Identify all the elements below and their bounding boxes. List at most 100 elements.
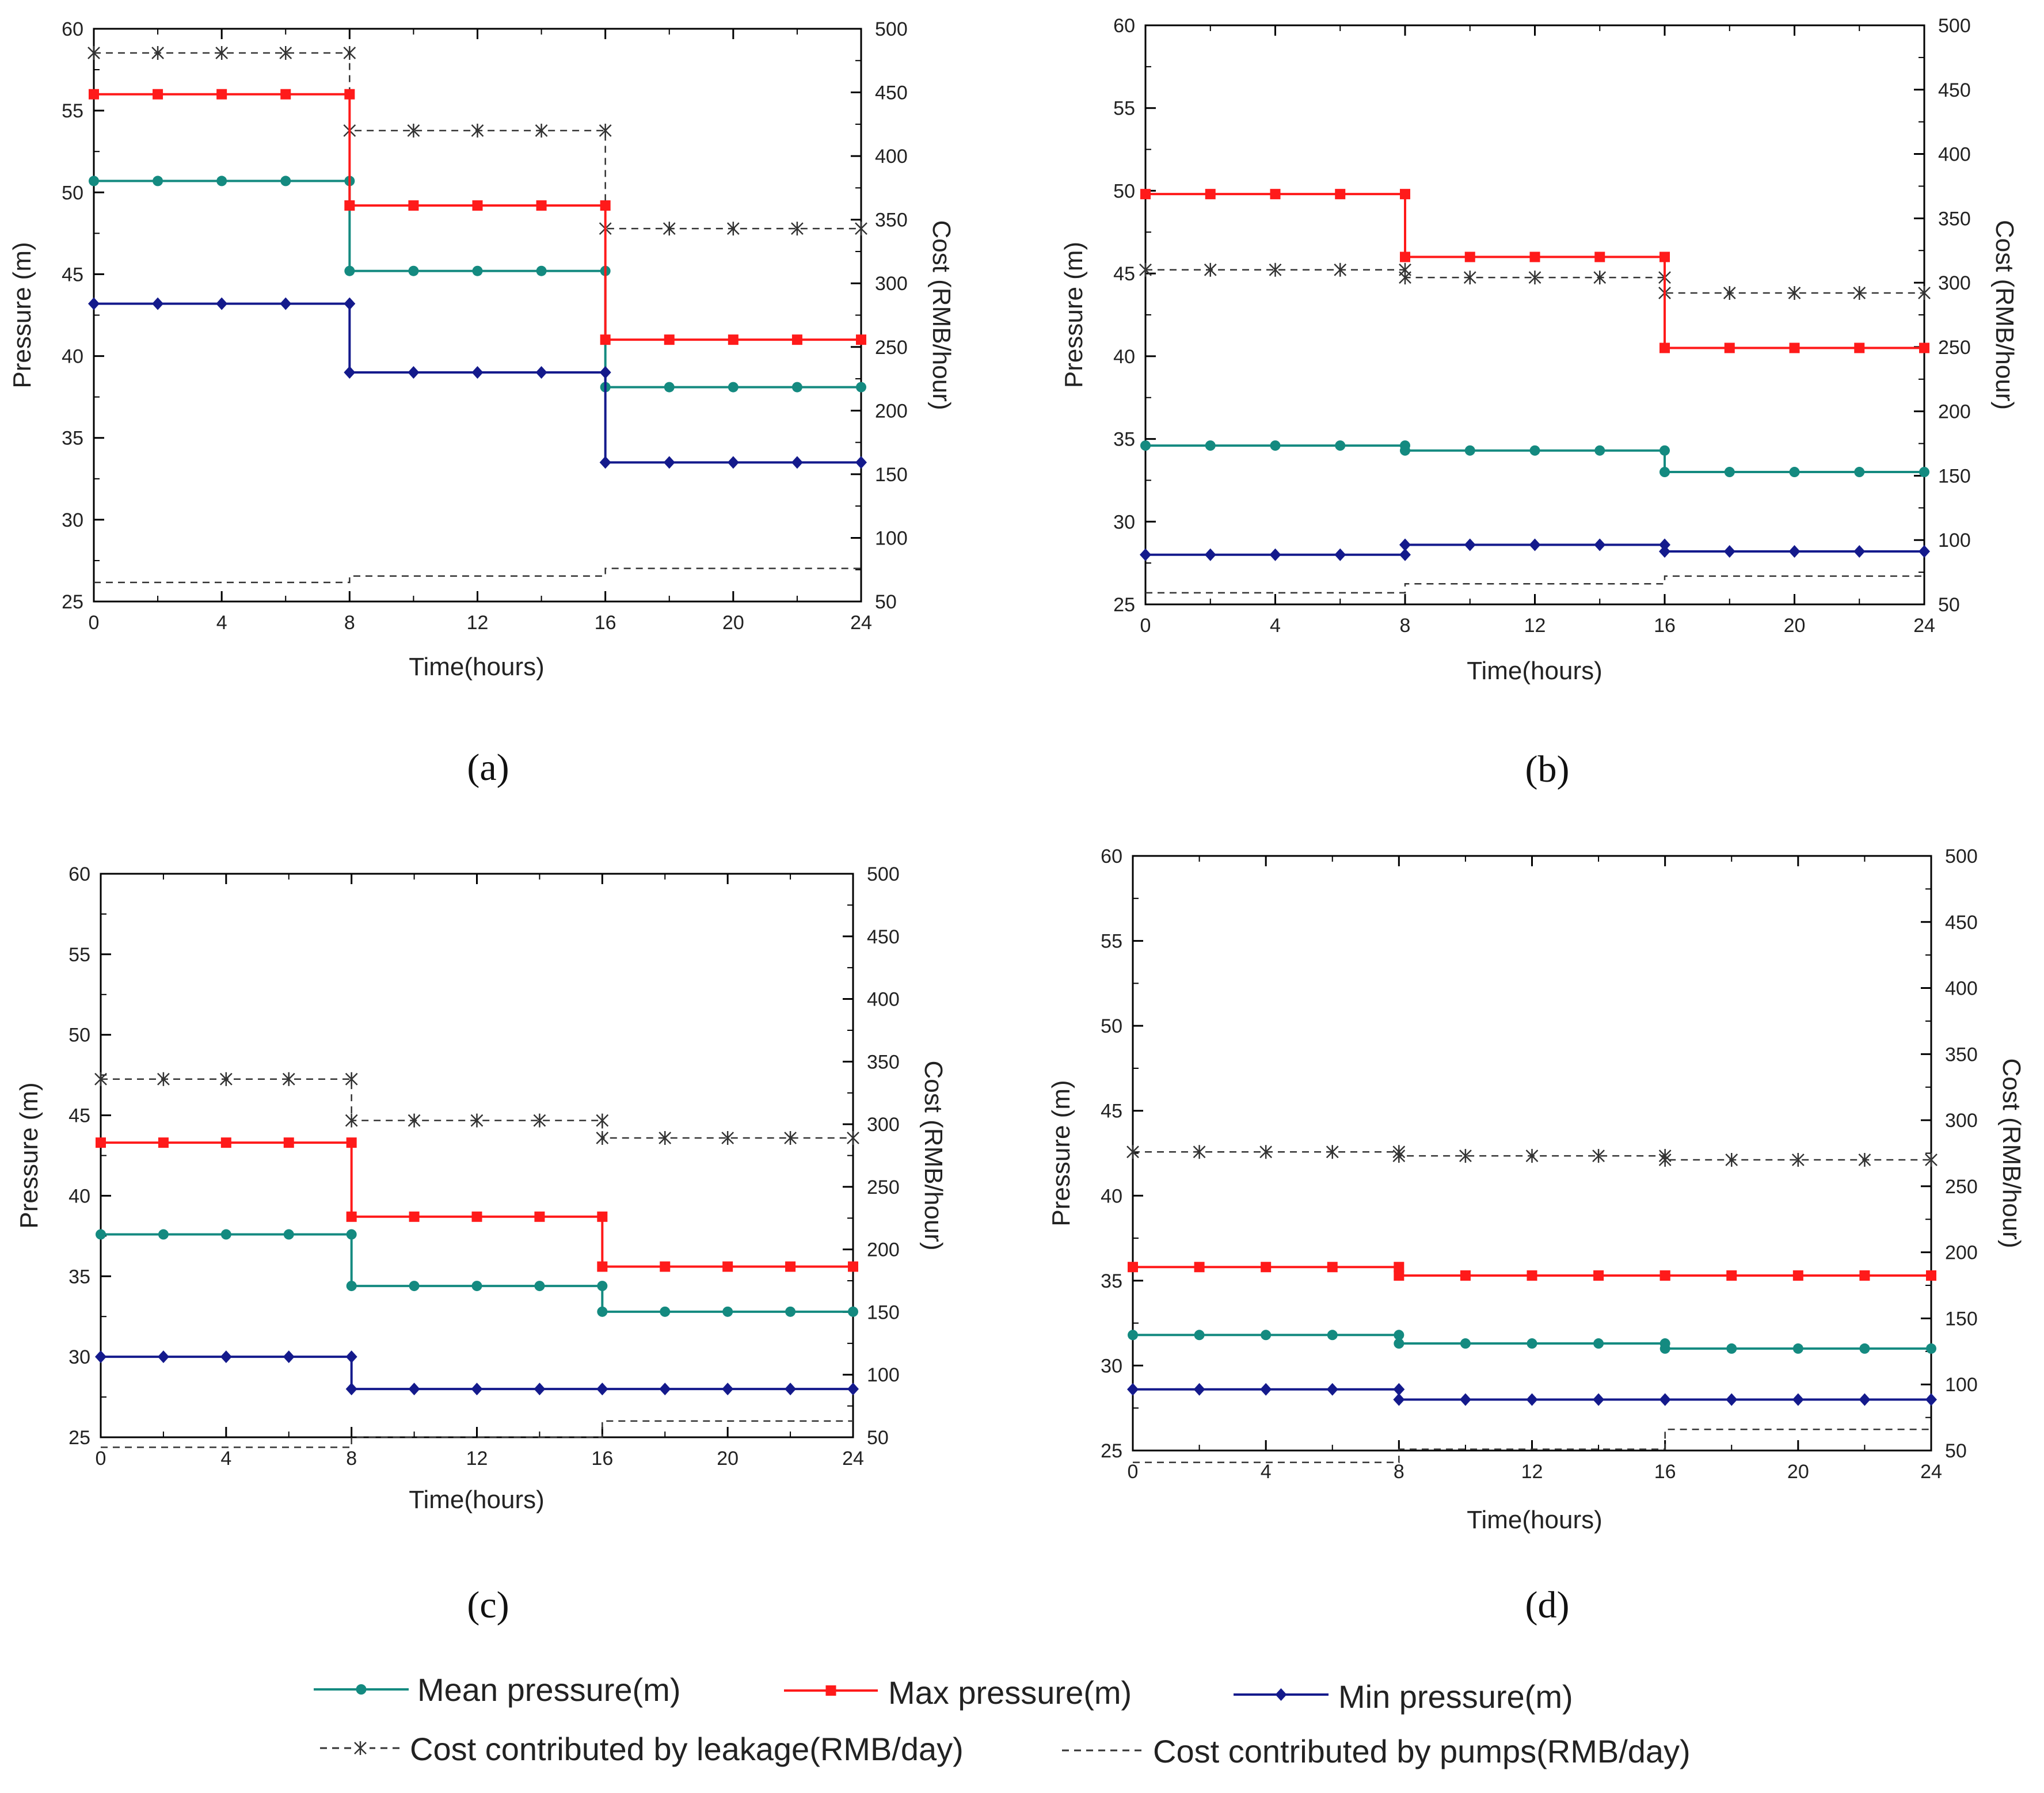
marker-mean [785,1306,796,1317]
marker-min [727,456,739,469]
y-tick-label: 45 [1101,1101,1122,1122]
panel-label-a: (a) [467,747,509,789]
marker-min [220,1350,232,1364]
marker-max [1659,252,1670,262]
series-line-leakage-c [101,1078,853,1139]
x-tick-label: 24 [850,612,872,634]
marker-max [597,1211,608,1222]
marker-max [1659,342,1670,353]
marker-min [599,366,611,379]
marker-leakage [1126,1145,1139,1159]
y2-tick-label: 350 [1938,208,1971,230]
marker-mean [346,1281,357,1292]
y-tick-label: 40 [1113,346,1135,368]
legend-item-pumps: Cost contributed by pumps(RMB/day) [1062,1733,1691,1769]
marker-min [1526,1393,1538,1406]
marker-max [1926,1270,1936,1281]
marker-min [345,1350,357,1364]
x-tick-label: 0 [89,612,100,634]
marker-leakage [343,46,356,60]
panel-d: 0 4 8 12 16 20 24 25 30 35 40 45 50 55 60 50 100 150 200 25… [1047,846,2026,1626]
marker-leakage [345,1113,358,1128]
marker-mean [1594,445,1605,456]
marker-min [534,1383,546,1396]
markers-leakage-c [94,1072,859,1145]
markers-leakage-d [1126,1145,1938,1167]
marker-min [1140,548,1151,561]
y-tick-label: 55 [1113,98,1135,120]
marker-mean [1194,1330,1205,1341]
y-tick-label: 35 [68,1266,90,1288]
marker-mean [89,176,99,186]
markers-max-c [96,1137,858,1272]
marker-leakage [1269,262,1282,277]
marker-max [1400,189,1410,200]
panel-label-c: (c) [467,1584,509,1626]
marker-leakage [599,123,612,138]
marker-min [1853,545,1866,558]
series-line-mean-a [94,180,861,389]
marker-leakage [1459,1149,1472,1163]
marker-leakage [784,1131,797,1145]
marker-max [728,334,739,345]
marker-max [344,200,355,211]
marker-min [408,366,420,379]
y2-tick-label: 300 [867,1114,900,1136]
y-tick-label: 35 [62,428,83,450]
marker-min [1260,1383,1272,1396]
marker-leakage [470,1113,484,1128]
marker-max [158,1137,169,1148]
marker-leakage [157,1072,170,1086]
legend-item-leakage: Cost contributed by leakage(RMB/day) [320,1731,964,1767]
legend: Mean pressure(m) Max pressure(m) Min pre… [314,1672,1691,1769]
y-tick-label: 25 [62,591,83,613]
marker-min [344,297,356,310]
marker-max [791,334,802,345]
y-axis-title: Pressure (m) [1060,242,1088,388]
markers-leakage-a [87,46,867,236]
marker-mean [1789,467,1800,478]
marker-max [848,1261,858,1272]
marker-max [409,1211,420,1222]
marker-leakage [791,222,804,236]
y2-axis-title: Cost (RMB/hour) [919,1060,947,1250]
marker-min [157,1350,169,1364]
y-tick-label: 50 [1101,1015,1122,1037]
x-tick-label: 8 [1394,1461,1404,1483]
marker-min [1919,545,1930,558]
marker-mean [1464,445,1475,456]
y-tick-label: 40 [1101,1185,1122,1207]
marker-min [1593,1393,1605,1406]
panel-label-d: (d) [1525,1584,1570,1626]
marker-mean [158,1229,169,1240]
series-line-mean-c [101,1233,853,1313]
marker-mean [1327,1330,1338,1341]
x-tick-label: 20 [1787,1461,1809,1483]
marker-max [534,1211,545,1222]
legend-item-min: Min pressure(m) [1234,1678,1573,1715]
marker-max [1593,1270,1604,1281]
y-tick-label: 50 [1113,180,1135,202]
marker-mean [597,1281,608,1292]
marker-min [216,297,228,310]
marker-max [600,200,611,211]
y2-tick-label: 500 [1938,15,1971,37]
legend-leakage-symbol [320,1739,401,1757]
x-tick-label: 16 [591,1448,613,1470]
marker-leakage [1204,262,1217,277]
marker-max [1594,252,1605,262]
marker-mean [791,382,802,393]
marker-max [153,89,163,100]
marker-max [283,1137,294,1148]
y2-tick-label: 250 [1945,1176,1978,1198]
marker-mean [1205,440,1216,451]
marker-mean [96,1229,106,1240]
y2-tick-label: 300 [1945,1110,1978,1132]
marker-max [1194,1262,1205,1273]
marker-mean [722,1306,733,1317]
marker-min [1726,1393,1738,1406]
marker-leakage [1853,285,1866,300]
marker-max [1400,252,1410,262]
marker-leakage [1193,1145,1206,1159]
marker-mean [1529,445,1540,456]
